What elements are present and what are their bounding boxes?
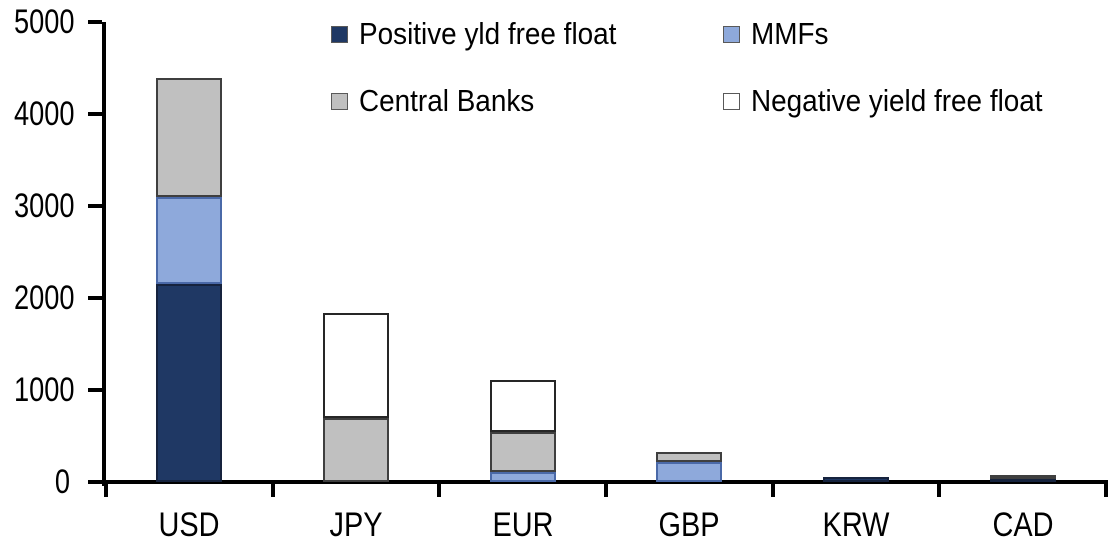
bar-segment-KRW-positive-yld-free-float xyxy=(823,477,889,482)
y-axis-tick xyxy=(88,204,102,208)
x-axis-category-label: JPY xyxy=(329,506,383,544)
x-axis-category-label: USD xyxy=(158,506,220,544)
x-axis-tick xyxy=(604,480,608,497)
bar-segment-GBP-mmfs xyxy=(656,461,723,482)
bar-segment-EUR-central-banks xyxy=(489,432,556,472)
x-axis-category-label: CAD xyxy=(992,506,1054,544)
legend-label-central-banks: Central Banks xyxy=(359,83,535,118)
y-axis-tick-label: 3000 xyxy=(14,187,75,225)
x-axis-tick xyxy=(1104,480,1108,497)
x-axis-category-label: GBP xyxy=(658,506,720,544)
bar-segment-GBP-central-banks xyxy=(656,451,723,462)
legend-label-positive-yld-free-float: Positive yld free float xyxy=(359,16,617,51)
y-axis-tick xyxy=(88,480,102,484)
legend-item-negative-yield-free-float: Negative yield free float xyxy=(723,84,1075,118)
x-axis-tick xyxy=(937,480,942,497)
y-axis-tick-label: 2000 xyxy=(14,279,75,317)
bar-segment-EUR-mmfs xyxy=(489,471,556,482)
bar-segment-EUR-negative-yield-free-float xyxy=(489,379,556,433)
legend-label-negative-yield-free-float: Negative yield free float xyxy=(751,83,1043,118)
x-axis-tick xyxy=(437,480,442,497)
bar-segment-CAD-positive-yld-free-float xyxy=(989,478,1056,483)
y-axis xyxy=(102,22,106,486)
x-axis-category-label: KRW xyxy=(822,506,890,544)
legend-item-central-banks: Central Banks xyxy=(331,84,554,118)
bar-segment-CAD-central-banks xyxy=(989,474,1056,479)
legend-swatch-positive-yld-free-float-icon xyxy=(331,25,348,43)
y-axis-tick xyxy=(88,20,102,24)
y-axis-tick xyxy=(88,388,102,392)
y-axis-tick-label: 0 xyxy=(54,463,70,501)
x-axis-tick xyxy=(104,480,108,497)
bar-segment-USD-positive-yld-free-float xyxy=(156,284,223,482)
legend-swatch-negative-yield-free-float-icon xyxy=(723,92,740,110)
x-axis-category-label: EUR xyxy=(492,506,554,544)
y-axis-tick xyxy=(88,112,102,116)
bar-segment-JPY-central-banks xyxy=(323,417,389,482)
legend-label-mmfs: MMFs xyxy=(751,16,829,51)
bar-segment-JPY-negative-yield-free-float xyxy=(323,312,389,418)
legend-swatch-mmfs-icon xyxy=(723,25,740,43)
x-axis-tick xyxy=(770,480,775,497)
bar-segment-USD-mmfs xyxy=(156,196,223,285)
y-axis-tick xyxy=(88,296,102,300)
legend-item-positive-yld-free-float: Positive yld free float xyxy=(331,17,645,51)
legend-swatch-central-banks-icon xyxy=(331,92,348,110)
bar-segment-USD-central-banks xyxy=(156,78,223,197)
legend-item-mmfs: MMFs xyxy=(723,17,837,51)
y-axis-tick-label: 4000 xyxy=(14,95,75,133)
x-axis-tick xyxy=(270,480,275,497)
y-axis-tick-label: 5000 xyxy=(14,3,75,41)
y-axis-tick-label: 1000 xyxy=(14,371,75,409)
